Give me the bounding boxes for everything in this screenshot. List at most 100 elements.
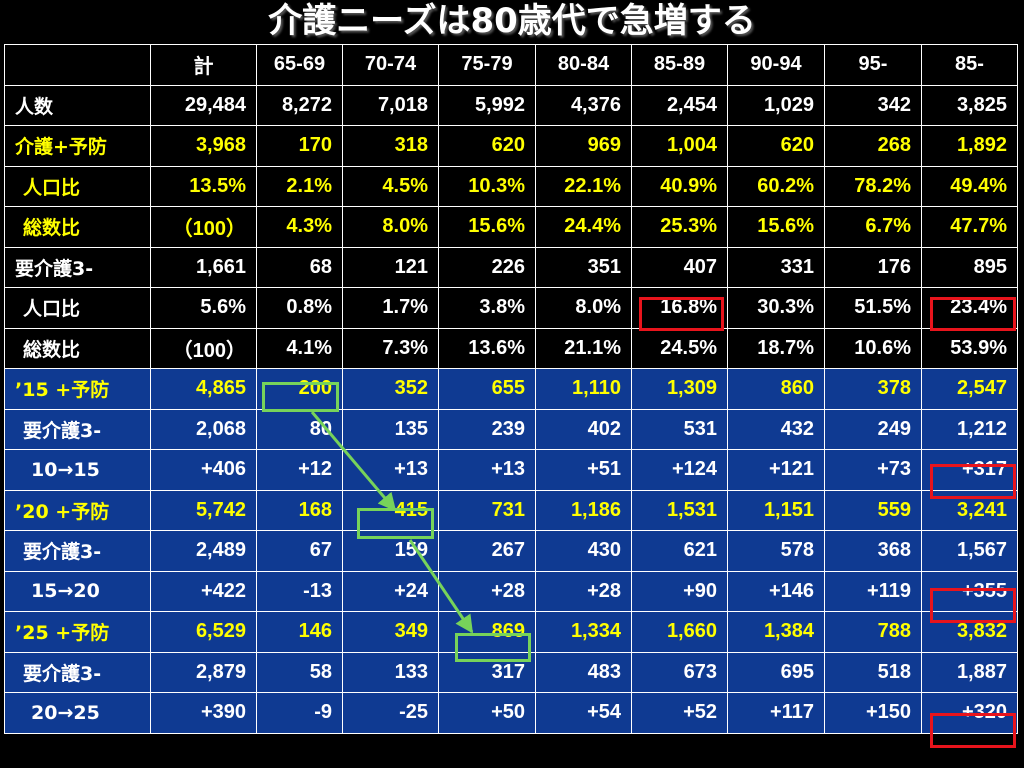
table-row: 要介護3- 1,661 68 121 226 351 407 331 176 895 <box>4 246 1018 288</box>
table-cell: 1,384 <box>727 611 825 653</box>
header-cell: 85- <box>921 44 1018 86</box>
table-cell: 317 <box>438 651 536 693</box>
table-cell: +317 <box>921 449 1018 491</box>
table-cell: 655 <box>438 368 536 410</box>
table-cell: 1,004 <box>631 125 728 167</box>
row-label: 介護+予防 <box>4 125 151 167</box>
table-cell: 620 <box>438 125 536 167</box>
table-cell: +90 <box>631 570 728 612</box>
table-cell: 3,241 <box>921 489 1018 531</box>
table-cell: 1,661 <box>150 246 257 288</box>
table-cell: 1,110 <box>535 368 632 410</box>
table-cell: 788 <box>824 611 922 653</box>
table-cell: 8.0% <box>535 287 632 329</box>
table-cell: 22.1% <box>535 165 632 207</box>
table-row: 人口比 5.6% 0.8% 1.7% 3.8% 8.0% 16.8% 30.3% 51.5% 23… <box>4 287 1018 329</box>
row-label: 要介護3- <box>4 408 151 450</box>
table-cell: 133 <box>342 651 439 693</box>
table-row: 人口比 13.5% 2.1% 4.5% 10.3% 22.1% 40.9% 60.2% 78.2… <box>4 165 1018 207</box>
table-cell: 407 <box>631 246 728 288</box>
table-cell: 331 <box>727 246 825 288</box>
row-label: 人口比 <box>4 165 151 207</box>
table-cell: 3,832 <box>921 611 1018 653</box>
table-cell: +117 <box>727 692 825 734</box>
table-cell: 168 <box>256 489 343 531</box>
table-cell: 176 <box>824 246 922 288</box>
table-row: 10→15 +406 +12 +13 +13 +51 +124 +121 +73 +317 <box>4 449 1018 491</box>
table-cell: 6.7% <box>824 206 922 248</box>
table-cell: 621 <box>631 530 728 572</box>
table-row: 介護+予防 3,968 170 318 620 969 1,004 620 268 1,892 <box>4 125 1018 167</box>
care-needs-table: 計 65-69 70-74 75-79 80-84 85-89 90-94 95- 85- 人数 2… <box>4 44 1018 734</box>
table-cell: 869 <box>438 611 536 653</box>
table-cell: +119 <box>824 570 922 612</box>
table-row: 要介護3- 2,879 58 133 317 483 673 695 518 1,887 <box>4 651 1018 693</box>
table-cell: 13.6% <box>438 327 536 369</box>
table-cell: 18.7% <box>727 327 825 369</box>
table-cell: 2.1% <box>256 165 343 207</box>
table-cell: 159 <box>342 530 439 572</box>
table-cell: 15.6% <box>727 206 825 248</box>
table-cell: 135 <box>342 408 439 450</box>
table-cell: 559 <box>824 489 922 531</box>
table-cell: 4.3% <box>256 206 343 248</box>
table-cell: 1,309 <box>631 368 728 410</box>
row-label: 要介護3- <box>4 651 151 693</box>
table-cell: 268 <box>824 125 922 167</box>
table-cell: 731 <box>438 489 536 531</box>
table-cell: 378 <box>824 368 922 410</box>
table-cell: -13 <box>256 570 343 612</box>
header-corner <box>4 44 151 86</box>
table-cell: 4,865 <box>150 368 257 410</box>
table-cell: -25 <box>342 692 439 734</box>
table-cell: +12 <box>256 449 343 491</box>
table-cell: 10.3% <box>438 165 536 207</box>
table-cell: +51 <box>535 449 632 491</box>
header-cell: 80-84 <box>535 44 632 86</box>
table-cell: 349 <box>342 611 439 653</box>
table-cell: +52 <box>631 692 728 734</box>
table-cell: 860 <box>727 368 825 410</box>
table-row: 20→25 +390 -9 -25 +50 +54 +52 +117 +150 +320 <box>4 692 1018 734</box>
table-cell: 1,531 <box>631 489 728 531</box>
table-cell: +355 <box>921 570 1018 612</box>
table-cell: 351 <box>535 246 632 288</box>
table-row: 総数比 （100） 4.1% 7.3% 13.6% 21.1% 24.5% 18.7% 10.6… <box>4 327 1018 369</box>
row-label: 人数 <box>4 84 151 126</box>
table-cell: +320 <box>921 692 1018 734</box>
table-cell: 673 <box>631 651 728 693</box>
table-cell: 6,529 <box>150 611 257 653</box>
table-row: 総数比 （100） 4.3% 8.0% 15.6% 24.4% 25.3% 15.6% 6.7%… <box>4 206 1018 248</box>
table-row: 要介護3- 2,068 80 135 239 402 531 432 249 1,212 <box>4 408 1018 450</box>
table-cell: 2,454 <box>631 84 728 126</box>
table-cell: 226 <box>438 246 536 288</box>
table-row: 人数 29,484 8,272 7,018 5,992 4,376 2,454 1,029 34… <box>4 84 1018 126</box>
header-cell: 85-89 <box>631 44 728 86</box>
table-cell: 13.5% <box>150 165 257 207</box>
table-cell: 1,887 <box>921 651 1018 693</box>
table-cell: +121 <box>727 449 825 491</box>
table-cell: +146 <box>727 570 825 612</box>
table-row: ’25 +予防 6,529 146 349 869 1,334 1,660 1,384 788 3… <box>4 611 1018 653</box>
table-cell: 1,660 <box>631 611 728 653</box>
table-cell: 80 <box>256 408 343 450</box>
table-cell: 1,212 <box>921 408 1018 450</box>
row-label: 15→20 <box>4 570 151 612</box>
table-cell: +150 <box>824 692 922 734</box>
header-cell: 70-74 <box>342 44 439 86</box>
table-cell: 895 <box>921 246 1018 288</box>
table-cell: 21.1% <box>535 327 632 369</box>
table-cell: 3.8% <box>438 287 536 329</box>
table-cell: 2,489 <box>150 530 257 572</box>
table-cell: 53.9% <box>921 327 1018 369</box>
table-cell: -9 <box>256 692 343 734</box>
table-cell: 4.1% <box>256 327 343 369</box>
table-cell: 578 <box>727 530 825 572</box>
table-cell: 8.0% <box>342 206 439 248</box>
table-cell: 267 <box>438 530 536 572</box>
header-cell: 計 <box>150 44 257 86</box>
row-label: 要介護3- <box>4 530 151 572</box>
table-cell: 430 <box>535 530 632 572</box>
table-cell: 25.3% <box>631 206 728 248</box>
row-label: 20→25 <box>4 692 151 734</box>
